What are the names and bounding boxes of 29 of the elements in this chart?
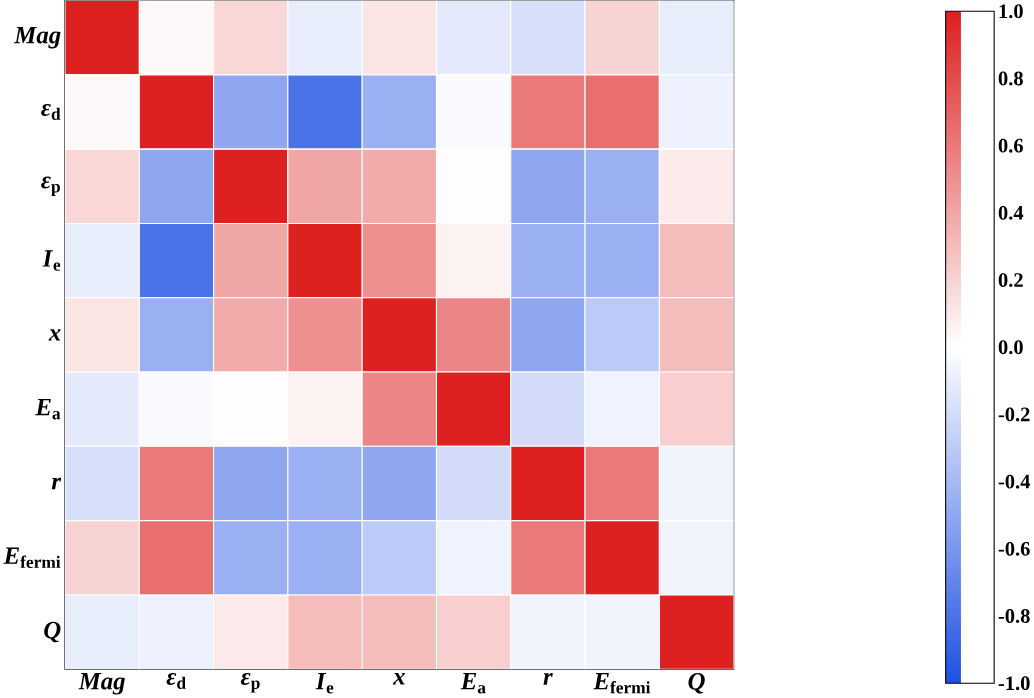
color-bar-label: -0.6 (998, 541, 1030, 556)
x-tick-label: Q (688, 672, 705, 694)
y-tick-label: I$_{e}$ (42, 250, 61, 271)
x-tick-label: ε$_{p}$ (240, 672, 260, 693)
x-tick-label: E$_{fermi}$ (593, 672, 651, 694)
y-tick-label: ε$_{d}$ (41, 103, 61, 120)
y-tick-label: Q (44, 621, 61, 643)
color-bar-label: -0.2 (998, 407, 1030, 422)
y-tick-label: E$_{a}$ (35, 398, 61, 420)
color-bar-label: -0.4 (998, 474, 1031, 489)
color-bar-label: -0.8 (998, 609, 1030, 623)
color-bar-label: 0.8 (998, 71, 1023, 86)
color-bar-label: 0.0 (998, 340, 1023, 355)
x-tick-label: I$_{e}$ (315, 672, 334, 694)
y-tick-label: r (51, 477, 62, 490)
y-tick-label: ε$_{p}$ (41, 176, 60, 196)
color-bar-label: 0.6 (998, 138, 1023, 153)
color-bar-label: 0.4 (998, 205, 1024, 220)
x-tick-label: r (543, 672, 553, 685)
x-tick-label: ε$_{d}$ (166, 672, 186, 689)
x-tick-label: E$_{a}$ (460, 672, 486, 694)
color-bar-label: -1.0 (998, 676, 1030, 691)
y-tick-label: x (48, 329, 61, 341)
x-tick-label: Mag (78, 672, 125, 695)
y-tick-label: E$_{fermi}$ (3, 547, 61, 568)
color-bar-label: 1.0 (999, 4, 1023, 19)
color-bar-label: 0.2 (998, 273, 1023, 287)
y-tick-label: Mag (13, 26, 61, 49)
x-tick-label: x (392, 672, 405, 685)
